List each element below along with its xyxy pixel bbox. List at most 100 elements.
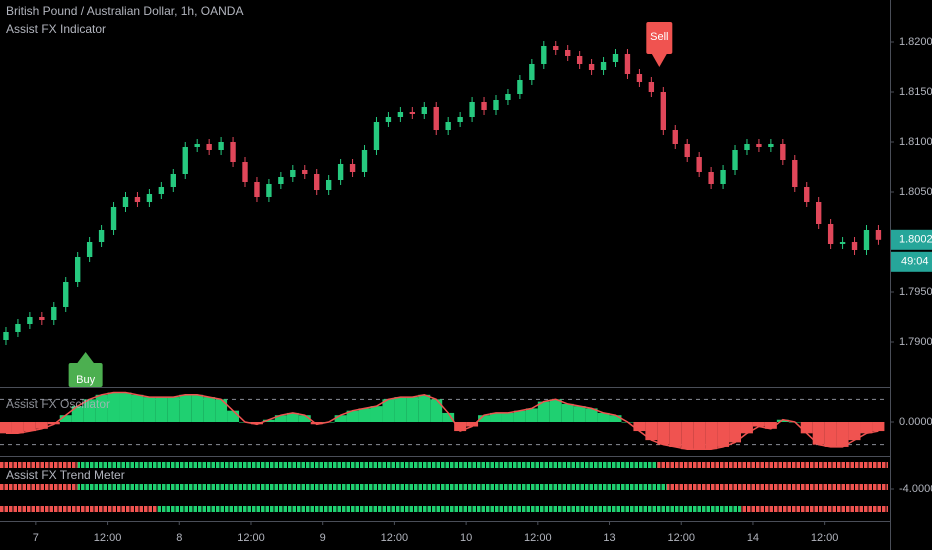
oscillator-pane [0,391,888,450]
oscillator-bar [250,422,263,425]
oscillator-bar [11,422,24,434]
oscillator-bar [657,422,670,445]
oscillator-bar [418,394,431,422]
oscillator-bar [764,422,777,429]
oscillator-bar [442,412,455,422]
oscillator-bar [717,422,730,447]
oscillator-bar [740,422,753,434]
oscillator-bar [872,422,885,432]
oscillator-bar [848,422,861,441]
candle-body [553,46,559,50]
oscillator-bar [286,412,299,422]
oscillator-bar [466,422,479,427]
candle-body [576,56,583,64]
oscillator-bar [585,408,598,422]
oscillator-title: Assist FX Oscillator [6,397,110,411]
oscillator-bar [143,397,156,422]
candle-body [768,144,774,147]
x-tick-label: 10 [460,532,472,544]
candle-body [529,64,535,80]
candle-body [3,332,9,340]
candle-body [744,144,750,150]
oscillator-bar [573,406,586,422]
oscillator-bar [705,422,718,450]
candle-body [290,170,296,177]
candle-body [827,224,834,244]
y-tick-label: 1.79500 [899,286,932,298]
oscillator-bar [633,422,646,432]
candle-body [39,317,45,320]
x-tick-label: 12:00 [381,532,409,544]
candle-body [696,157,702,172]
oscillator-bar [860,422,873,434]
oscillator-bar [131,394,144,422]
oscillator-bar [310,422,323,425]
oscillator-bar [836,422,849,447]
countdown-box [891,251,932,272]
x-tick-label: 12:00 [667,532,695,544]
candle-body [254,182,260,197]
y-tick-label: 0.00000 [899,416,932,428]
buy-label: Buy [76,374,95,386]
candle-body [720,170,726,184]
x-tick-label: 12:00 [237,532,265,544]
oscillator-bar [729,422,741,443]
oscillator-bar [358,408,371,422]
oscillator-bar [155,397,168,422]
candle-body [134,197,141,202]
oscillator-bar [215,399,228,422]
candle-body [409,112,416,114]
candle-body [839,242,846,244]
x-tick-label: 8 [176,532,182,544]
oscillator-bar [669,422,682,447]
candle-body [63,282,69,307]
oscillator-bar [609,415,622,422]
oscillator-bar [274,415,287,422]
oscillator-bar [0,422,12,434]
last-price-box [891,229,932,250]
trend-meter-title: Assist FX Trend Meter [6,468,125,482]
candle-body [337,164,344,180]
candle-body [15,324,21,332]
x-tick-label: 12:00 [524,532,552,544]
last-price-label: 1.80022 [899,234,932,246]
x-tick-label: 12:00 [811,532,839,544]
candle-body [230,142,236,162]
candle-body [74,257,81,282]
candle-body [170,174,176,187]
candle-body [433,107,439,130]
oscillator-bar [262,419,275,422]
candle-body [385,117,392,122]
oscillator-bar [59,415,72,422]
oscillator-bar [35,422,48,429]
oscillator-bar [561,403,574,422]
candle-body [756,144,762,147]
candle-body [875,230,882,240]
candle-body [780,144,786,160]
candle-body [302,170,308,174]
oscillator-bar [430,399,443,422]
candle-body [445,122,451,130]
oscillator-bar [752,422,765,427]
candle-body [314,174,320,190]
candle-body [194,144,200,147]
candle-body [804,187,810,202]
buy-box [68,363,103,387]
oscillator-bar [203,397,216,422]
oscillator-bar [298,415,311,422]
candle-body [672,130,678,144]
sell-marker [651,53,668,67]
oscillator-bar [334,415,347,422]
oscillator-bar [501,412,514,422]
candle-body [110,207,117,230]
candle-body [27,317,33,324]
oscillator-bar [119,392,132,422]
oscillator-bar [824,422,837,447]
y-tick-label: 1.81500 [899,86,932,98]
oscillator-line [6,391,879,450]
candle-body [815,202,822,224]
x-tick-label: 14 [747,532,759,544]
oscillator-bar [83,399,96,422]
oscillator-bar [191,394,204,422]
candle-body [636,74,643,82]
